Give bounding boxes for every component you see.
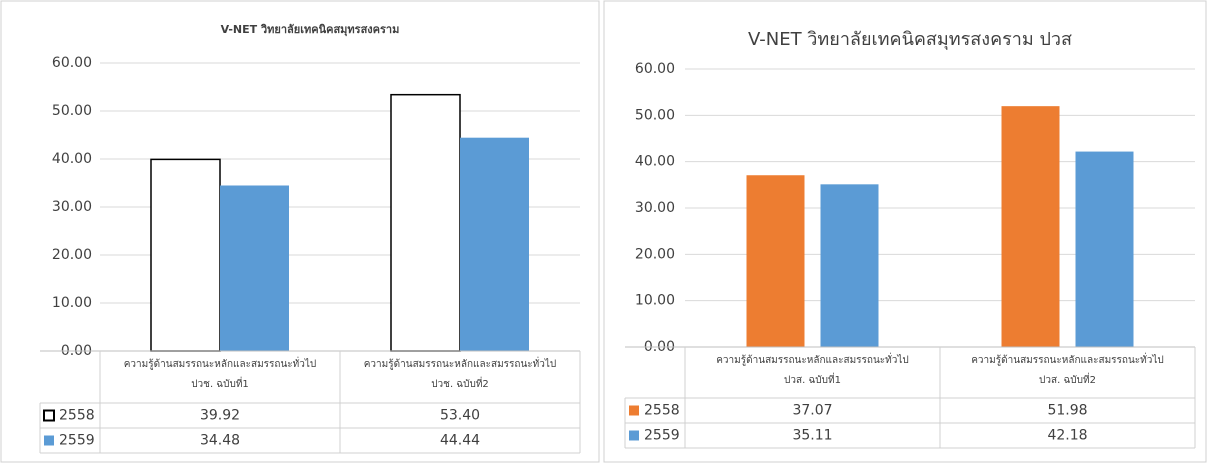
- table-value: 37.07: [792, 403, 832, 419]
- legend-swatch: [44, 435, 54, 446]
- legend-label: 2558: [644, 403, 680, 419]
- bar: [746, 175, 805, 347]
- legend-swatch: [629, 405, 639, 416]
- table-value: 53.40: [440, 408, 480, 424]
- table-value: 39.92: [200, 408, 240, 424]
- chart-title: V-NET วิทยาลัยเทคนิคสมุทรสงคราม ปวส: [748, 29, 1072, 50]
- x-tick-label: ความรู้ด้านสมรรถนะหลักและสมรรถนะทั่วไป: [971, 352, 1164, 366]
- bar: [150, 158, 221, 352]
- x-tick-label: ปวส. ฉบับที่1: [784, 372, 841, 386]
- table-value: 34.48: [200, 433, 240, 449]
- bar: [390, 93, 461, 352]
- table-value: 51.98: [1047, 403, 1087, 419]
- x-tick-label: ปวส. ฉบับที่2: [1039, 372, 1096, 386]
- y-tick-label: 10.00: [52, 295, 92, 311]
- x-tick-label: ความรู้ด้านสมรรถนะหลักและสมรรถนะทั่วไป: [124, 356, 317, 370]
- x-tick-label: ปวช. ฉบับที่2: [431, 376, 489, 390]
- x-tick-label: ความรู้ด้านสมรรถนะหลักและสมรรถนะทั่วไป: [716, 352, 909, 366]
- table-value: 35.11: [792, 428, 832, 444]
- y-tick-label: 40.00: [52, 151, 92, 167]
- y-tick-label: 50.00: [635, 107, 675, 123]
- legend-swatch: [43, 409, 55, 422]
- y-tick-label: 30.00: [635, 200, 675, 216]
- table-value: 44.44: [440, 433, 480, 449]
- legend-label: 2558: [59, 408, 95, 424]
- legend-swatch: [629, 430, 639, 441]
- bar: [1001, 106, 1060, 347]
- chart-title: V-NET วิทยาลัยเทคนิคสมุทรสงคราม: [221, 23, 400, 37]
- table-value: 42.18: [1047, 428, 1087, 444]
- legend-label: 2559: [59, 433, 95, 449]
- y-tick-label: 20.00: [52, 247, 92, 263]
- bar: [460, 137, 529, 351]
- bar: [220, 185, 289, 351]
- y-tick-label: 20.00: [635, 246, 675, 262]
- bar: [820, 184, 879, 347]
- x-tick-label: ความรู้ด้านสมรรถนะหลักและสมรรถนะทั่วไป: [364, 356, 557, 370]
- y-tick-label: 60.00: [635, 61, 675, 77]
- y-tick-label: 50.00: [52, 103, 92, 119]
- y-tick-label: 40.00: [635, 154, 675, 170]
- legend-label: 2559: [644, 428, 680, 444]
- bar: [1075, 151, 1134, 347]
- y-tick-label: 10.00: [635, 293, 675, 309]
- y-tick-label: 60.00: [52, 55, 92, 71]
- y-tick-label: 30.00: [52, 199, 92, 215]
- x-tick-label: ปวช. ฉบับที่1: [191, 376, 249, 390]
